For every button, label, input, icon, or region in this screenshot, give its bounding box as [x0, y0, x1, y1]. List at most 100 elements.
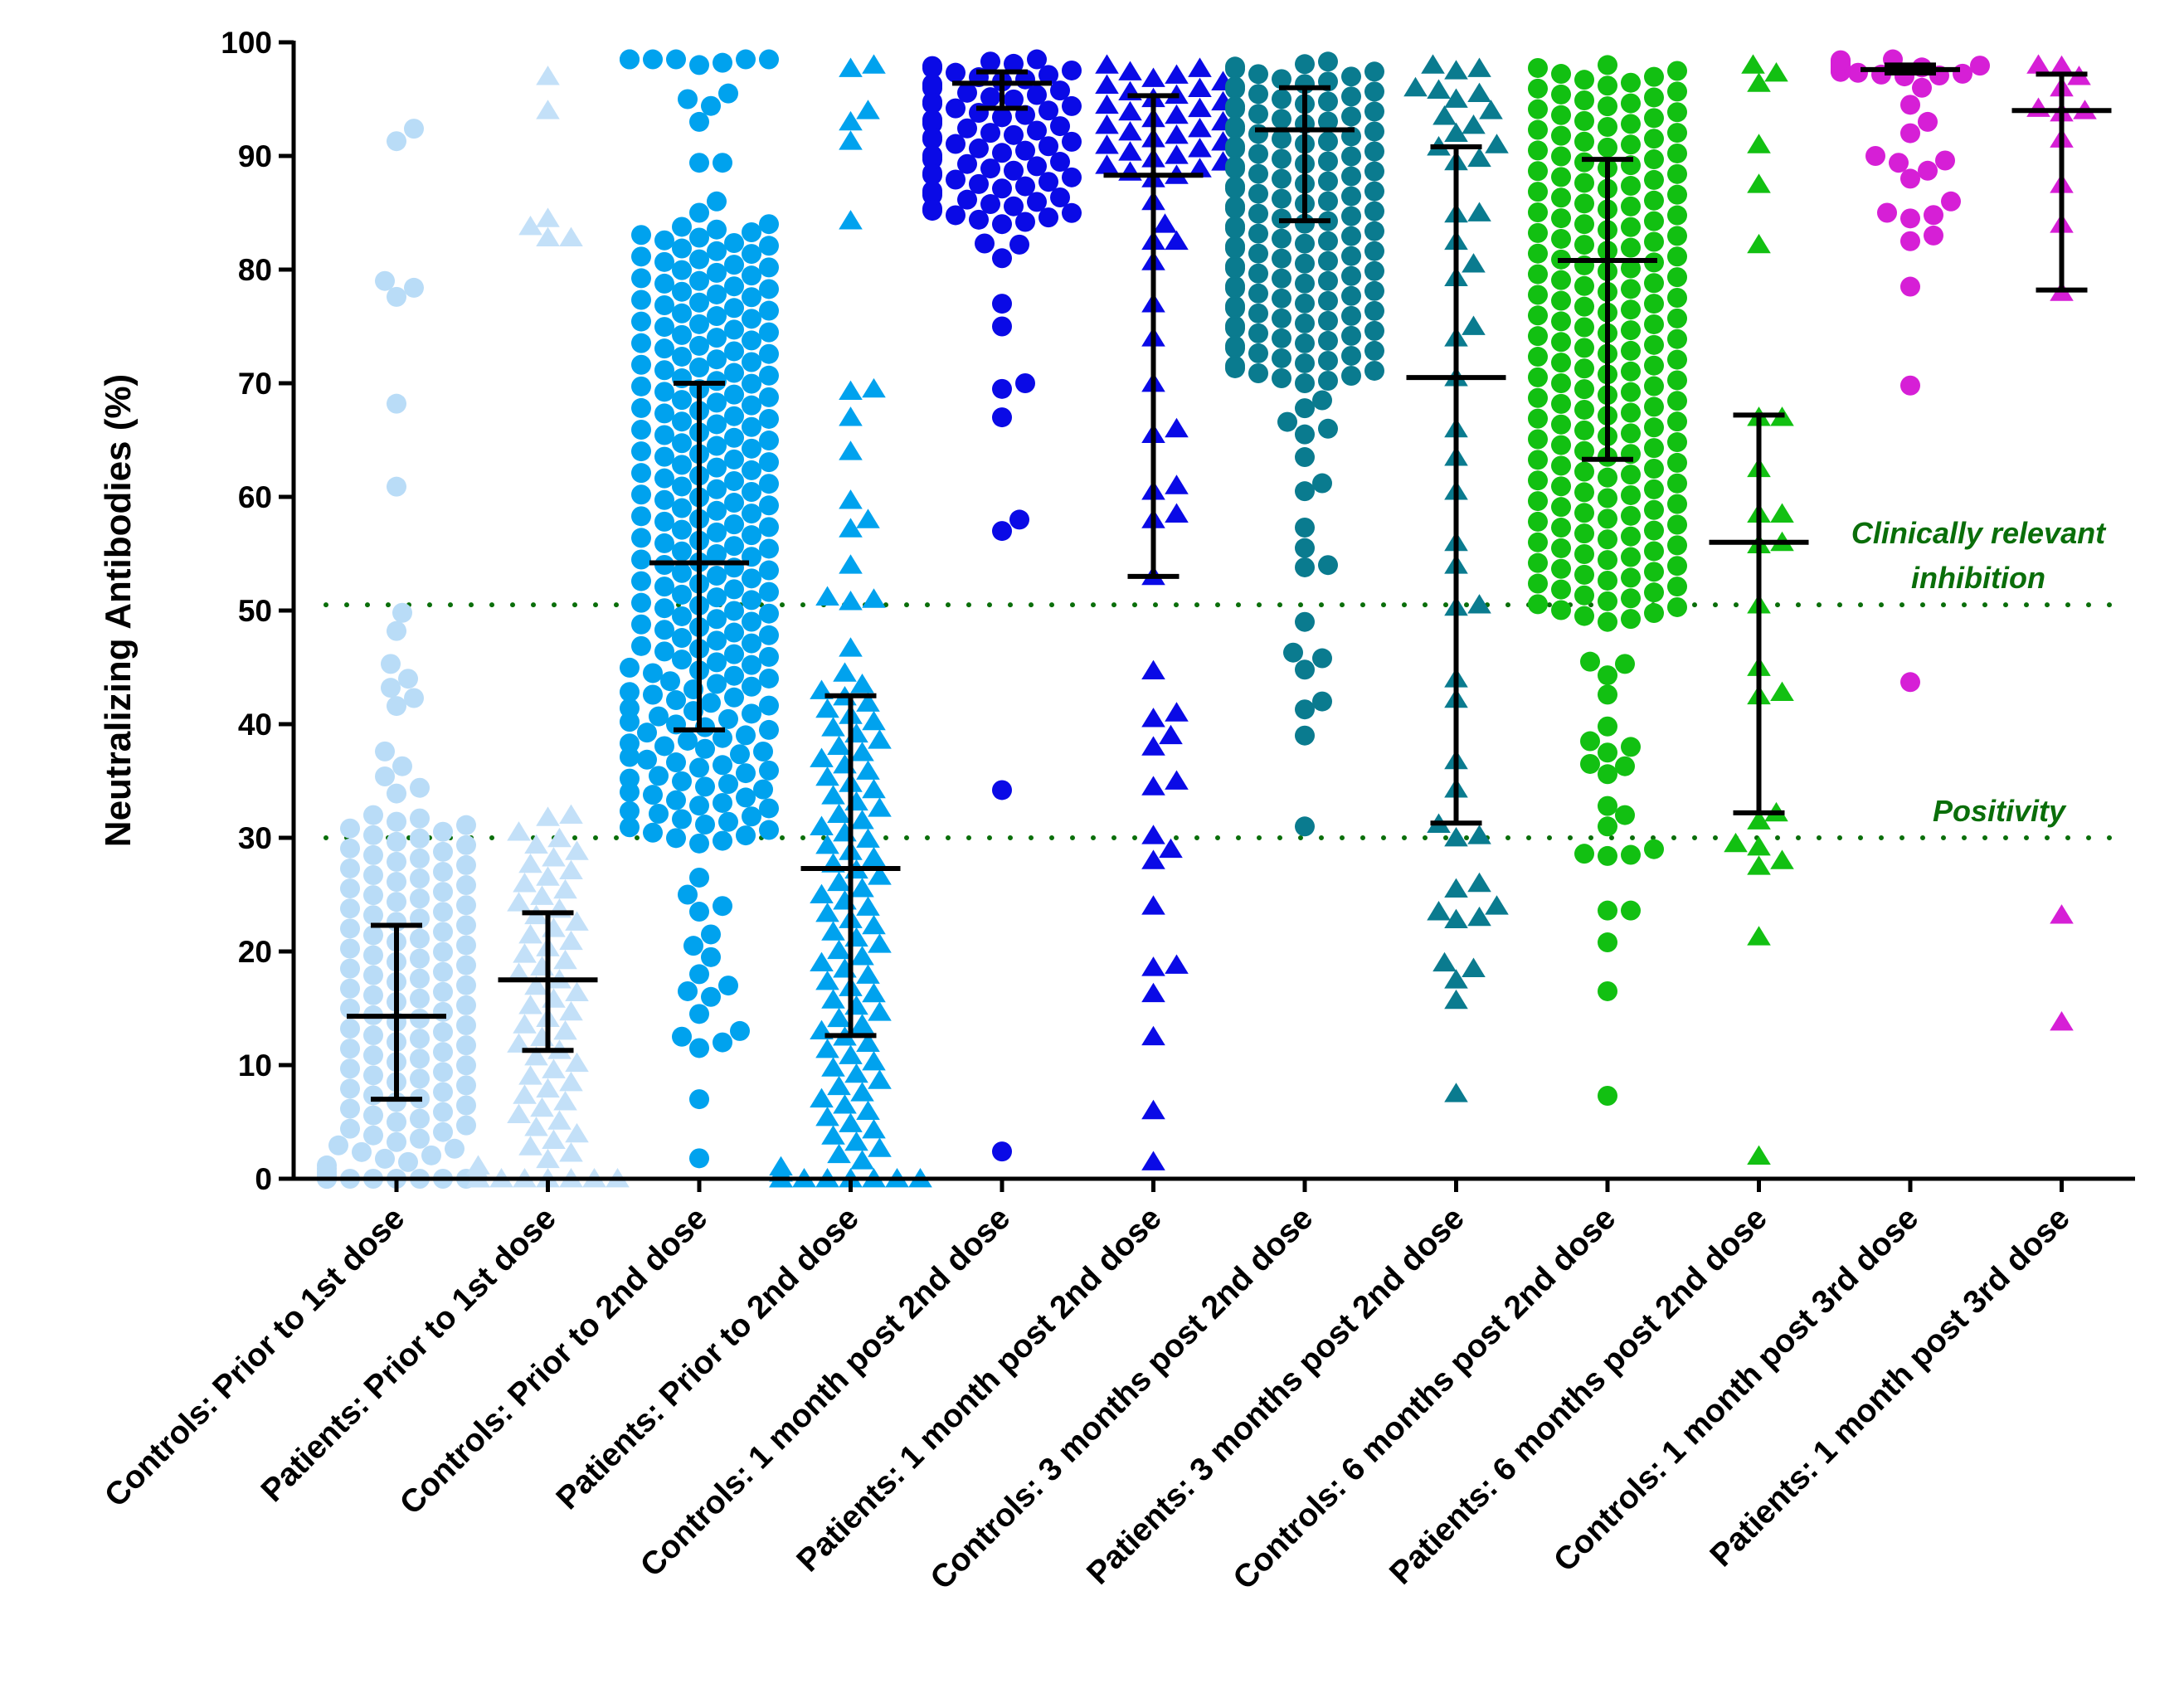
data-point-circle	[1970, 56, 1990, 76]
data-point-triangle	[565, 840, 589, 860]
data-point-circle	[672, 562, 692, 583]
data-point-circle	[1598, 764, 1617, 785]
data-point-triangle	[827, 735, 851, 756]
data-point-circle	[1015, 176, 1035, 197]
data-point-circle	[1574, 214, 1594, 235]
data-point-triangle	[862, 846, 886, 867]
data-point-circle	[1364, 360, 1384, 381]
data-point-circle	[1295, 313, 1315, 333]
data-point-circle	[387, 1112, 406, 1132]
data-point-circle	[1038, 207, 1058, 228]
data-point-circle	[678, 89, 698, 109]
data-point-circle	[1528, 285, 1548, 305]
data-point-circle	[724, 276, 744, 297]
data-point-circle	[363, 844, 383, 865]
data-point-circle	[1528, 99, 1548, 119]
data-point-circle	[1574, 440, 1594, 461]
data-point-circle	[1598, 796, 1617, 816]
data-point-triangle	[1462, 253, 1486, 273]
data-point-circle	[689, 335, 709, 356]
data-point-circle	[1364, 241, 1384, 261]
data-point-triangle	[1188, 158, 1212, 178]
data-point-circle	[1528, 305, 1548, 326]
data-point-circle	[1598, 932, 1617, 953]
data-point-circle	[707, 219, 727, 240]
data-point-circle	[1644, 459, 1664, 479]
data-point-circle	[689, 1089, 709, 1110]
data-point-triangle	[850, 946, 874, 966]
data-point-triangle	[524, 1117, 548, 1136]
data-point-triangle	[1165, 417, 1189, 438]
data-point-circle	[666, 49, 686, 70]
data-point-circle	[1528, 367, 1548, 387]
data-point-circle	[980, 51, 1000, 72]
data-point-circle	[707, 191, 727, 212]
data-point-circle	[1318, 330, 1338, 351]
data-point-circle	[654, 360, 674, 381]
data-point-circle	[340, 998, 360, 1019]
data-point-circle	[992, 214, 1012, 235]
data-point-triangle	[513, 1014, 537, 1034]
data-point-triangle	[810, 883, 834, 903]
data-point-circle	[1644, 190, 1664, 211]
data-point-triangle	[1188, 117, 1212, 138]
data-point-circle	[1667, 184, 1687, 205]
data-point-triangle	[518, 853, 542, 873]
data-point-circle	[340, 918, 360, 939]
data-point-circle	[1574, 70, 1594, 90]
data-point-circle	[1644, 417, 1664, 438]
data-point-circle	[631, 354, 651, 375]
data-point-circle	[1574, 275, 1594, 296]
data-point-circle	[1644, 499, 1664, 520]
data-point-circle	[456, 935, 476, 956]
data-point-circle	[742, 481, 761, 502]
data-point-circle	[1924, 205, 1943, 226]
data-point-circle	[683, 936, 703, 956]
data-point-circle	[1598, 137, 1617, 158]
data-point-circle	[1364, 61, 1384, 82]
data-point-circle	[456, 815, 476, 835]
data-point-circle	[363, 1105, 383, 1126]
data-point-circle	[363, 1065, 383, 1086]
data-point-circle	[742, 590, 761, 611]
data-point-circle	[387, 811, 406, 832]
data-point-triangle	[542, 1058, 566, 1078]
data-point-circle	[410, 968, 430, 989]
data-point-circle	[1295, 611, 1315, 632]
data-point-circle	[1528, 594, 1548, 615]
data-point-circle	[946, 62, 966, 83]
data-point-triangle	[1095, 154, 1119, 174]
data-point-triangle	[810, 1087, 834, 1108]
data-point-circle	[1667, 556, 1687, 577]
data-point-circle	[1598, 816, 1617, 837]
data-point-circle	[689, 867, 709, 888]
data-point-triangle	[839, 210, 863, 230]
data-point-circle	[631, 506, 651, 527]
data-point-triangle	[524, 1045, 548, 1066]
data-point-circle	[392, 756, 412, 776]
data-point-circle	[724, 427, 744, 448]
data-point-triangle	[839, 57, 863, 77]
data-point-circle	[1528, 222, 1548, 243]
y-tick-label: 70	[238, 367, 272, 401]
data-point-circle	[1574, 523, 1594, 544]
data-point-circle	[1295, 538, 1315, 558]
data-point-triangle	[1747, 233, 1771, 254]
data-point-circle	[1615, 654, 1635, 674]
data-point-triangle	[856, 692, 880, 712]
data-point-circle	[1574, 173, 1594, 193]
data-point-circle	[456, 875, 476, 896]
data-point-circle	[1364, 201, 1384, 221]
data-point-triangle	[507, 1103, 531, 1124]
data-point-triangle	[1141, 1151, 1165, 1170]
data-point-triangle	[862, 377, 886, 398]
data-point-circle	[631, 333, 651, 353]
data-point-circle	[742, 676, 761, 697]
data-point-circle	[631, 397, 651, 418]
data-point-circle	[1900, 231, 1920, 251]
data-point-circle	[1621, 320, 1641, 341]
data-point-circle	[707, 414, 727, 435]
data-point-circle	[631, 290, 651, 310]
data-point-triangle	[1165, 64, 1189, 84]
